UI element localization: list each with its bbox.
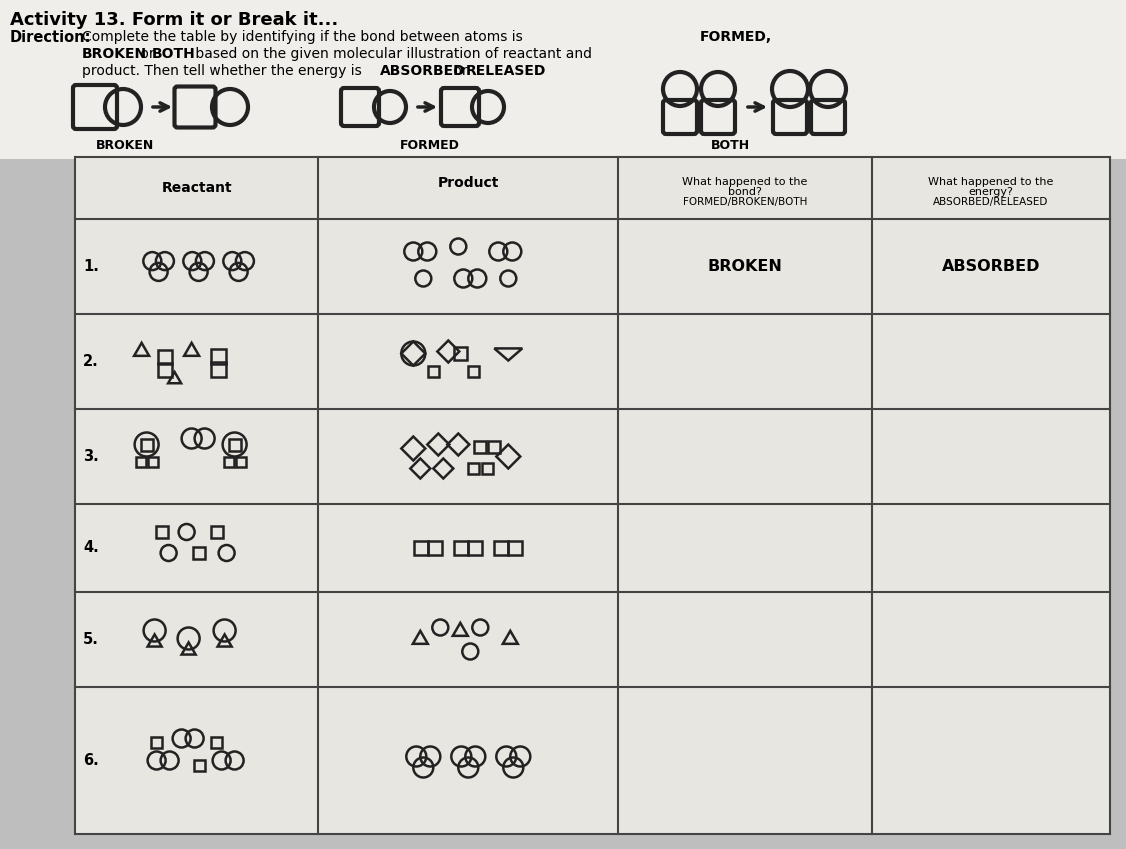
Bar [75,157,1110,834]
Text: ABSORBED: ABSORBED [379,64,466,78]
Bar [135,457,145,466]
Text: BROKEN: BROKEN [96,139,154,152]
Text: or: or [449,64,472,78]
Bar [235,457,245,466]
Bar [193,547,205,559]
Text: RELEASED: RELEASED [466,64,546,78]
Text: or: or [136,47,159,61]
Text: FORMED,: FORMED, [700,30,772,44]
Bar [155,526,168,538]
Text: 3.: 3. [83,449,99,464]
Bar [158,350,171,363]
Bar [508,541,522,555]
Bar [489,441,500,453]
Text: BOTH: BOTH [152,47,196,61]
Bar [428,541,443,555]
Bar [474,441,486,453]
Text: energy?: energy? [968,187,1013,197]
Bar [141,438,153,451]
Bar [467,463,479,474]
Bar [428,366,439,377]
Text: Product: Product [438,176,499,190]
Text: 2.: 2. [83,354,99,369]
Text: bond?: bond? [729,187,762,197]
Bar [482,463,493,474]
Bar [148,457,158,466]
Bar [211,526,223,538]
Text: Activity 13. Form it or Break it...: Activity 13. Form it or Break it... [10,11,338,29]
Bar [151,737,162,748]
Text: BROKEN: BROKEN [708,259,783,274]
Bar [454,541,468,555]
Bar [494,541,508,555]
Bar [467,366,479,377]
Text: 5.: 5. [83,632,99,647]
Text: based on the given molecular illustration of reactant and: based on the given molecular illustratio… [191,47,592,61]
Text: FORMED: FORMED [400,139,459,152]
Text: Direction:: Direction: [10,30,91,45]
Bar [229,438,241,451]
Text: What happened to the: What happened to the [682,177,807,187]
Bar [211,362,226,377]
Text: Complete the table by identifying if the bond between atoms is: Complete the table by identifying if the… [82,30,527,44]
Text: ABSORBED/RELEASED: ABSORBED/RELEASED [933,197,1048,207]
Bar [468,541,482,555]
Bar [414,541,428,555]
Bar [211,737,222,748]
Text: FORMED/BROKEN/BOTH: FORMED/BROKEN/BOTH [683,197,807,207]
Bar [224,457,233,466]
Text: 6.: 6. [83,753,99,768]
Text: What happened to the: What happened to the [928,177,1054,187]
Bar [194,760,205,771]
Text: 4.: 4. [83,541,99,555]
Text: Reactant: Reactant [161,181,232,195]
Text: BOTH: BOTH [711,139,750,152]
Text: 1.: 1. [83,259,99,274]
Bar [454,347,467,360]
Text: BROKEN: BROKEN [82,47,148,61]
Text: product. Then tell whether the energy is: product. Then tell whether the energy is [82,64,366,78]
Bar [211,349,226,364]
Bar [158,363,171,376]
Text: ABSORBED: ABSORBED [941,259,1040,274]
Bar [0,0,1126,159]
